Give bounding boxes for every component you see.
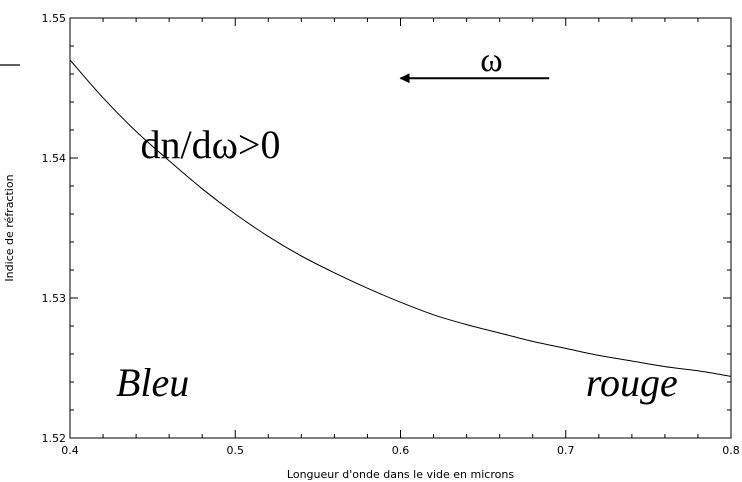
omega-label: ω bbox=[480, 42, 502, 79]
ticks-layer bbox=[69, 17, 732, 439]
y-tick-label: 1.52 bbox=[42, 432, 67, 445]
blue-label: Bleu bbox=[116, 360, 189, 405]
series-line bbox=[69, 59, 732, 377]
red-label: rouge bbox=[586, 360, 678, 405]
y-axis-label: Indice de réfraction bbox=[3, 174, 16, 281]
derivative-label: dn/dω>0 bbox=[140, 122, 280, 167]
y-tick-label: 1.54 bbox=[42, 152, 67, 165]
x-tick-label: 0.7 bbox=[557, 444, 575, 457]
x-axis-label: Longueur d'onde dans le vide en microns bbox=[287, 468, 514, 481]
x-tick-label: 0.5 bbox=[227, 444, 245, 457]
x-tick-label: 0.4 bbox=[61, 444, 79, 457]
y-tick-label: 1.55 bbox=[42, 12, 67, 25]
x-tick-label: 0.6 bbox=[392, 444, 410, 457]
x-tick-label: 0.8 bbox=[722, 444, 740, 457]
annotations-layer: ω dn/dω>0 Bleu rouge bbox=[116, 42, 678, 405]
tick-labels-layer: 0.4 0.5 0.6 0.7 0.8 1.52 1.53 1.54 1.55 bbox=[42, 12, 740, 457]
y-tick-label: 1.53 bbox=[42, 292, 67, 305]
